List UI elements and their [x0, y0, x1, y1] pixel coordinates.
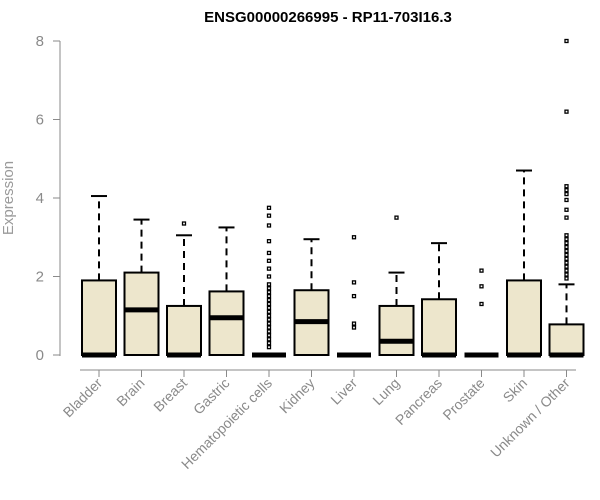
outlier-point	[564, 191, 569, 197]
x-tick-label-bladder: Bladder	[60, 375, 106, 421]
box-bladder	[81, 195, 117, 358]
outlier-point	[266, 293, 272, 299]
outlier-point	[266, 333, 272, 338]
outlier-point	[564, 272, 569, 277]
y-tick-label: 8	[36, 33, 44, 50]
outlier-point	[394, 215, 399, 220]
box-body	[506, 279, 542, 356]
outlier-point	[266, 290, 272, 295]
outlier-point	[266, 344, 272, 350]
box-body	[123, 271, 160, 357]
outlier-point	[564, 233, 569, 238]
outlier-point	[564, 252, 569, 258]
outlier-point	[479, 301, 484, 307]
x-tick-label-unknown-other: Unknown / Other	[487, 375, 573, 461]
x-tick-label-pancreas: Pancreas	[392, 375, 445, 428]
box-prostate	[464, 268, 499, 358]
box-pancreas	[421, 242, 457, 358]
outlier-point	[266, 213, 272, 218]
outlier-point	[564, 197, 569, 203]
y-axis-ticks: 0 2 4 6 8	[36, 33, 60, 364]
outlier-point	[266, 250, 272, 256]
outlier-point	[266, 239, 272, 244]
x-tick-label-kidney: Kidney	[276, 375, 318, 417]
outlier-point	[351, 235, 357, 240]
outlier-point	[564, 240, 569, 246]
outlier-point	[564, 260, 569, 265]
outlier-point	[564, 207, 569, 212]
outlier-point	[266, 266, 272, 271]
box-breast	[166, 221, 202, 358]
outlier-point	[351, 321, 357, 326]
outlier-point	[564, 248, 569, 254]
outlier-point	[564, 109, 569, 114]
box-hematopoietic-cells	[252, 205, 286, 358]
outlier-point	[266, 258, 272, 263]
box-skin	[506, 169, 542, 358]
outlier-point	[479, 284, 484, 289]
box-liver	[337, 235, 371, 358]
outlier-point	[564, 244, 569, 250]
outlier-point	[266, 341, 272, 346]
box-body	[81, 279, 117, 356]
outlier-point	[266, 325, 272, 330]
box-body	[208, 290, 245, 357]
outlier-point	[351, 293, 357, 299]
outlier-point	[266, 282, 272, 287]
box-unknown-other	[548, 38, 585, 358]
outlier-point	[479, 268, 484, 273]
outlier-point	[266, 329, 272, 334]
x-tick-label-brain: Brain	[113, 375, 147, 409]
y-axis-label: Expression	[0, 161, 17, 235]
box-body	[378, 304, 415, 356]
x-tick-label-skin: Skin	[500, 375, 531, 406]
x-tick-label-lung: Lung	[369, 375, 402, 408]
outlier-point	[564, 184, 569, 189]
box-brain	[123, 218, 160, 357]
outlier-point	[266, 286, 272, 291]
outlier-point	[266, 305, 272, 311]
boxplot-series	[81, 38, 585, 358]
box-body	[421, 298, 457, 357]
outlier-point	[351, 280, 357, 285]
box-lung	[378, 215, 415, 356]
y-tick-label: 4	[36, 190, 44, 207]
x-tick-label-prostate: Prostate	[439, 375, 487, 423]
x-tick-label-liver: Liver	[327, 375, 360, 408]
outlier-point	[564, 215, 569, 220]
y-tick-label: 6	[36, 112, 44, 129]
outlier-point	[351, 325, 357, 330]
outlier-point	[564, 264, 569, 269]
outlier-point	[266, 309, 272, 314]
box-gastric	[208, 226, 245, 357]
outlier-point	[266, 205, 272, 210]
outlier-point	[266, 337, 272, 342]
outlier-point	[564, 237, 569, 242]
box-body	[548, 323, 585, 357]
outlier-point	[181, 221, 187, 226]
outlier-point	[266, 317, 272, 322]
outlier-point	[266, 223, 272, 228]
outlier-point	[266, 313, 272, 318]
chart-title: ENSG00000266995 - RP11-703I16.3	[204, 9, 452, 26]
outlier-point	[266, 301, 272, 307]
outlier-point	[266, 321, 272, 326]
outlier-point	[564, 268, 569, 273]
outlier-point	[564, 187, 569, 193]
outlier-point	[266, 297, 272, 303]
outlier-point	[266, 274, 272, 279]
outlier-point	[564, 256, 569, 261]
y-tick-label: 0	[36, 347, 44, 364]
box-body	[166, 304, 202, 356]
x-tick-label-breast: Breast	[150, 375, 190, 415]
box-kidney	[293, 238, 330, 356]
outlier-point	[564, 38, 569, 44]
outlier-point	[564, 276, 569, 281]
y-tick-label: 2	[36, 269, 44, 286]
